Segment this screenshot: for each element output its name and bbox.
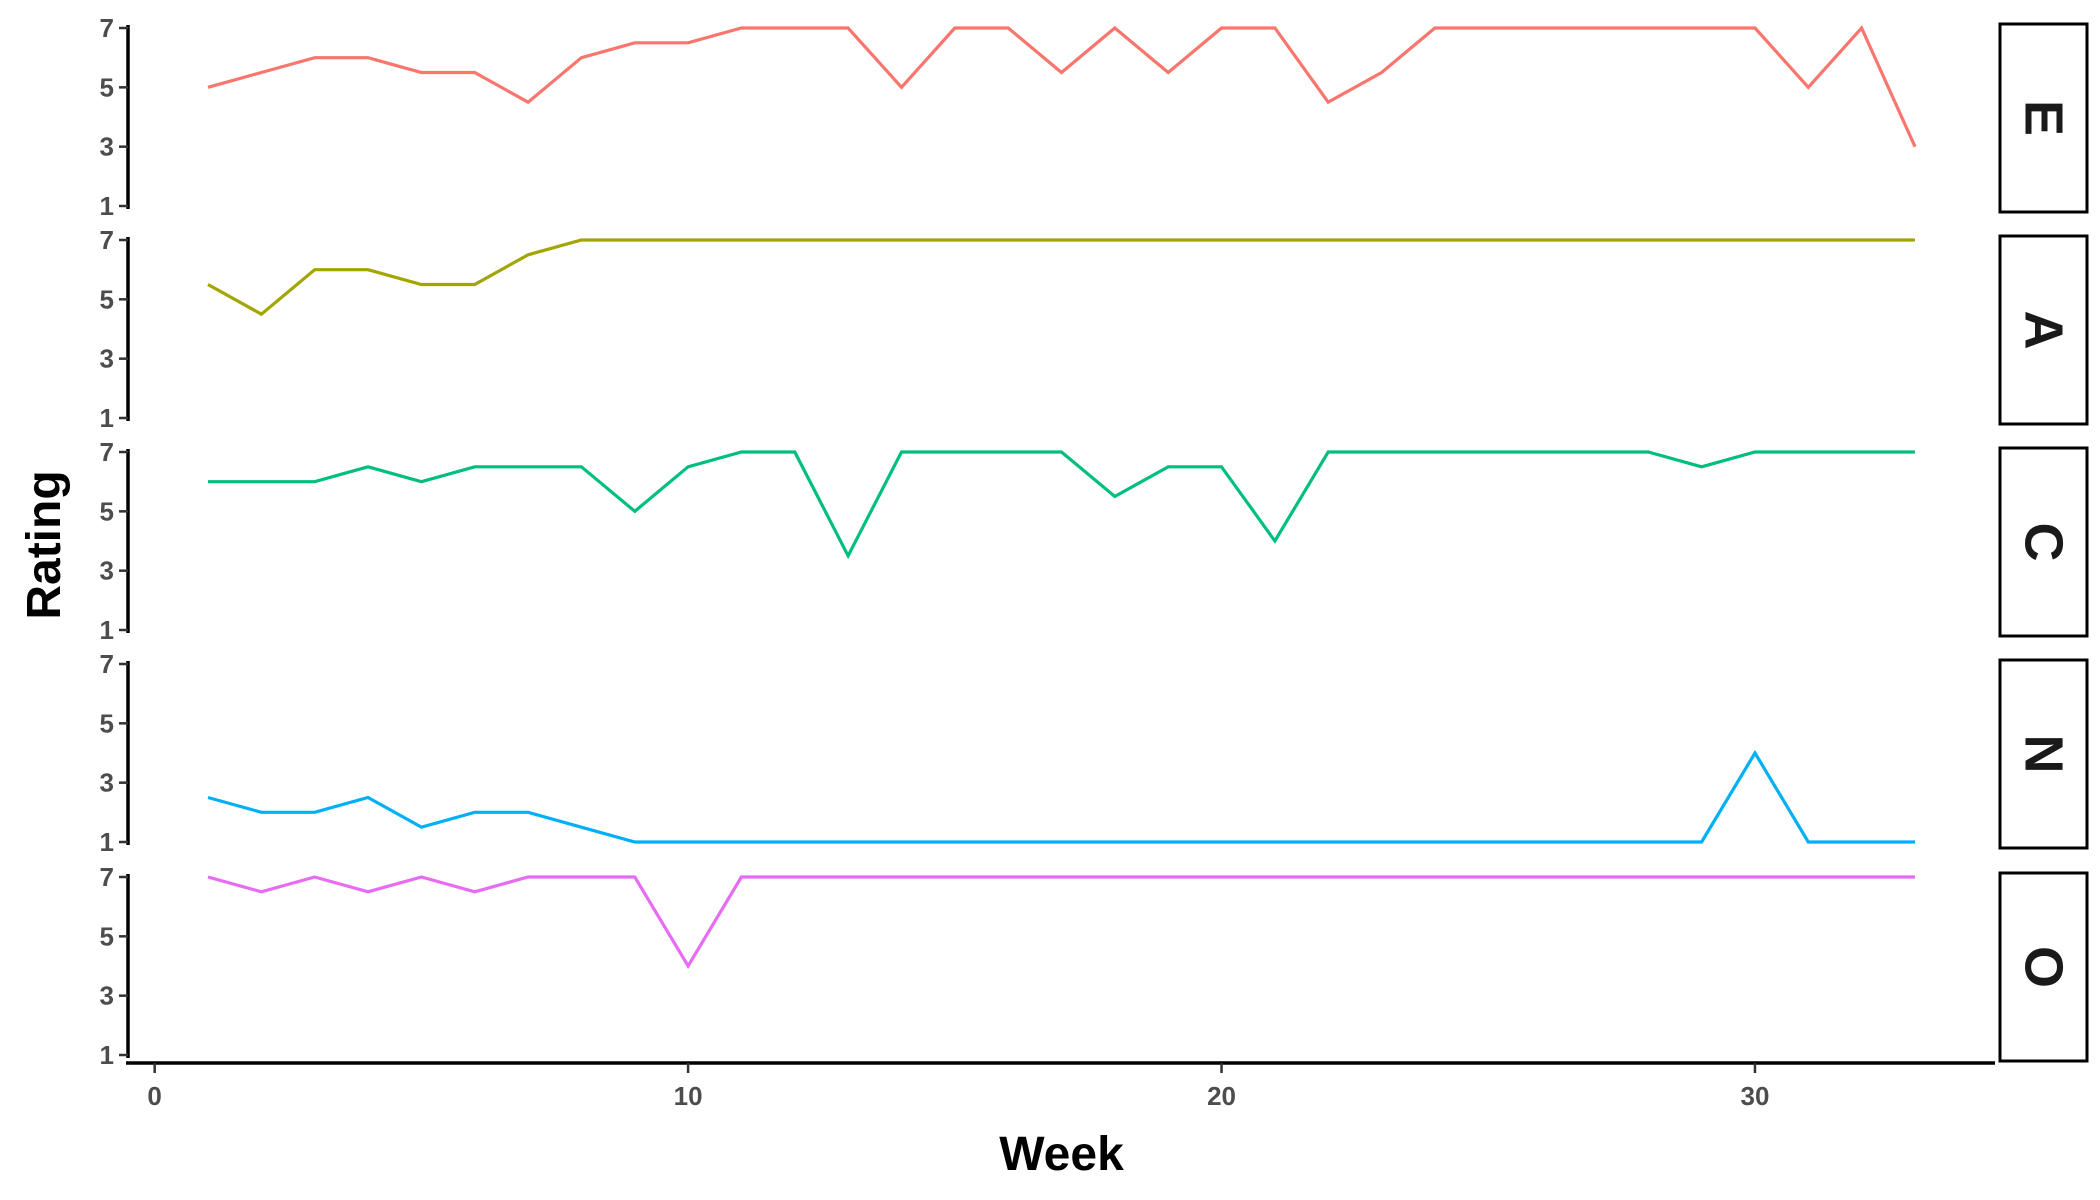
y-tick-label-o-3: 3 [100, 981, 114, 1011]
y-tick-label-n-5: 5 [100, 708, 114, 738]
y-tick-label-a-7: 7 [100, 225, 114, 255]
facet-strip-e [1998, 22, 2089, 214]
y-tick-label-o-5: 5 [100, 921, 114, 951]
y-tick-label-c-7: 7 [100, 437, 114, 467]
y-tick-label-a-1: 1 [100, 403, 114, 433]
y-tick-label-e-7: 7 [100, 13, 114, 43]
series-line-c [208, 450, 1915, 560]
x-tick-label-0: 0 [147, 1081, 161, 1111]
series-line-n [207, 749, 1915, 844]
y-tick-label-a-5: 5 [100, 284, 114, 314]
x-axis-title: Week [999, 1128, 1124, 1181]
x-tick-label-10: 10 [674, 1081, 703, 1111]
y-tick-label-c-5: 5 [100, 496, 114, 526]
y-tick-label-e-3: 3 [100, 132, 114, 162]
y-tick-label-n-7: 7 [100, 649, 114, 679]
facet-strip-label-o: O [2014, 946, 2074, 988]
series-line-o [207, 875, 1915, 970]
facet-strip-label-n: N [2014, 735, 2074, 774]
facet-strip-n [1998, 658, 2089, 850]
facet-strip-label-c: C [2014, 523, 2074, 562]
series-line-a [207, 238, 1915, 317]
series-line-e [207, 25, 1917, 148]
y-tick-label-c-1: 1 [100, 615, 114, 645]
y-tick-label-a-3: 3 [100, 344, 114, 374]
y-tick-label-n-1: 1 [100, 827, 114, 857]
x-tick-label-30: 30 [1740, 1081, 1769, 1111]
y-tick-label-e-1: 1 [100, 191, 114, 221]
facet-strip-c [1998, 446, 2089, 638]
y-axis-title: Rating [18, 470, 71, 619]
facet-strip-label-e: E [2014, 100, 2074, 136]
y-tick-label-c-3: 3 [100, 556, 114, 586]
y-tick-label-o-7: 7 [100, 862, 114, 892]
y-tick-label-e-5: 5 [100, 72, 114, 102]
facet-strip-o [1998, 871, 2089, 1063]
x-tick-label-20: 20 [1207, 1081, 1236, 1111]
y-tick-label-o-1: 1 [100, 1040, 114, 1070]
y-tick-label-n-3: 3 [100, 768, 114, 798]
facet-strip-label-a: A [2014, 311, 2074, 350]
facet-strip-a [1998, 234, 2089, 426]
